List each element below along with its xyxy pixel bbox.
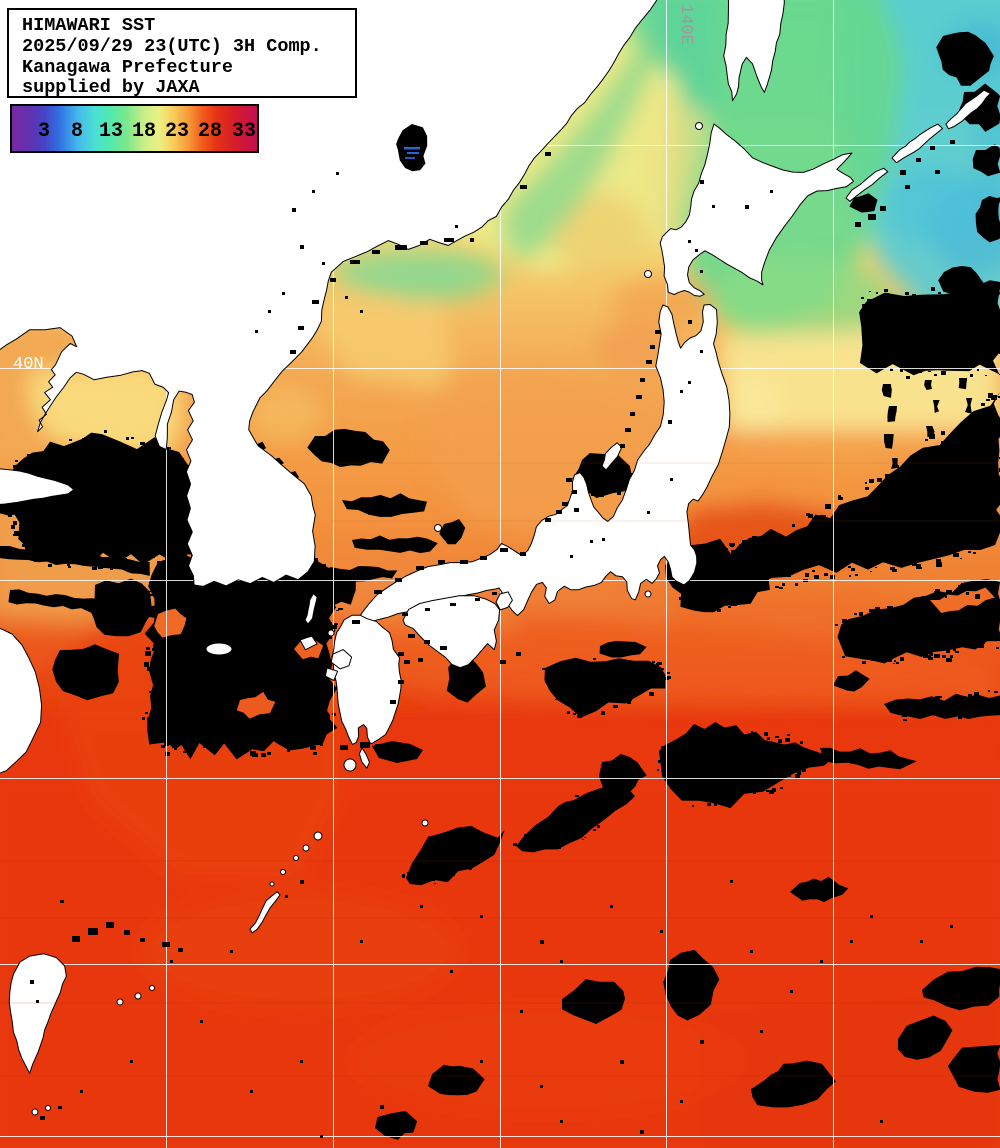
svg-text:33: 33 bbox=[232, 120, 256, 143]
svg-text:28: 28 bbox=[198, 120, 222, 143]
svg-text:13: 13 bbox=[99, 120, 123, 143]
svg-text:18: 18 bbox=[132, 120, 156, 143]
svg-text:Kanagawa Prefecture: Kanagawa Prefecture bbox=[22, 57, 233, 78]
svg-text:40N: 40N bbox=[13, 355, 44, 374]
svg-text:HIMAWARI SST: HIMAWARI SST bbox=[22, 15, 155, 36]
svg-text:supplied by JAXA: supplied by JAXA bbox=[22, 77, 201, 98]
svg-text:140E: 140E bbox=[676, 4, 695, 45]
svg-text:2025/09/29 23(UTC) 3H Comp.: 2025/09/29 23(UTC) 3H Comp. bbox=[22, 36, 322, 57]
svg-text:23: 23 bbox=[165, 120, 189, 143]
svg-text:8: 8 bbox=[71, 120, 83, 143]
svg-text:3: 3 bbox=[38, 120, 50, 143]
